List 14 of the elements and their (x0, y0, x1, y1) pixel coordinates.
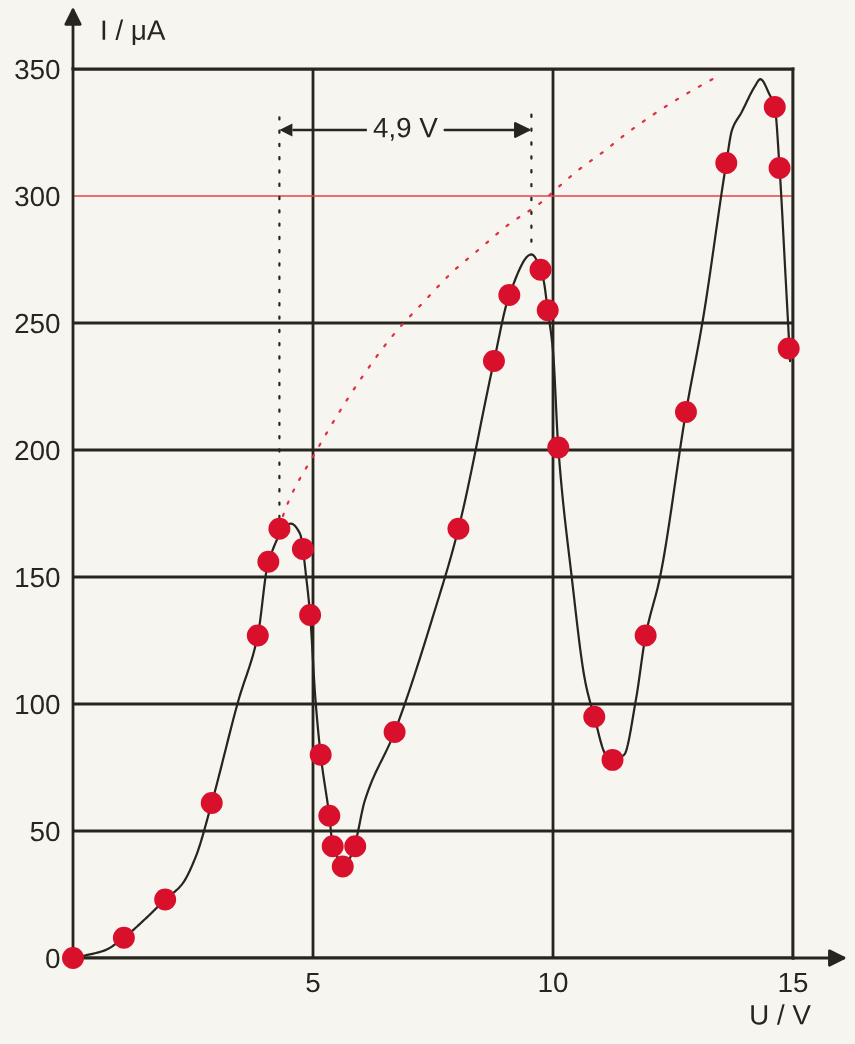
x-axis-title: U / V (751, 1004, 811, 1025)
x-tick-label: 5 (306, 972, 320, 993)
x-tick-label: 15 (779, 972, 808, 993)
y-tick-label: 250 (15, 313, 60, 334)
y-tick-label: 50 (30, 821, 60, 842)
y-tick-label: 100 (16, 694, 60, 715)
y-axis-title: I / μA (102, 19, 166, 46)
y-tick-label: 350 (15, 59, 60, 80)
y-tick-label: 150 (16, 567, 60, 588)
annotation: 4,9 V (373, 117, 438, 141)
x-tick-label: 10 (539, 972, 568, 993)
y-tick-label: 200 (15, 440, 60, 461)
y-tick-label: 0 (46, 948, 60, 969)
y-tick-label: 300 (15, 186, 60, 207)
